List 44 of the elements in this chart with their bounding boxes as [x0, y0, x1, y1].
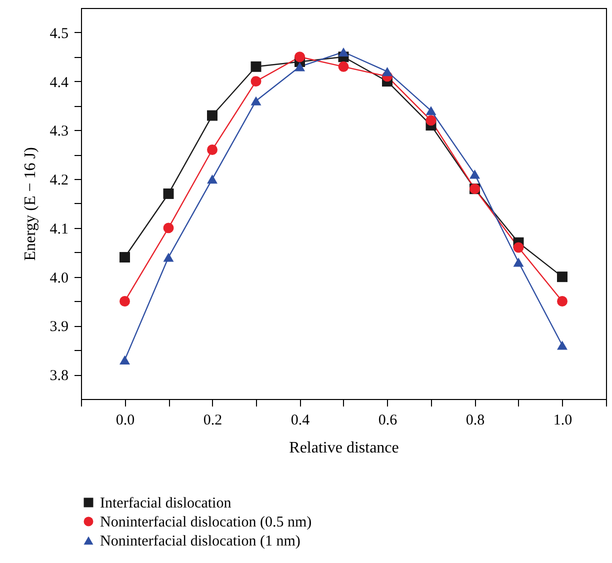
- point: [338, 47, 349, 57]
- y-tick-label: 4.3: [50, 124, 68, 140]
- x-tick-label: 0.2: [203, 412, 222, 428]
- point: [163, 188, 174, 199]
- point: [207, 110, 218, 121]
- point: [294, 62, 305, 72]
- legend-label: Interfacial dislocation: [100, 496, 232, 512]
- y-axis-title: Energy (E − 16 J): [22, 147, 39, 261]
- x-tick-label: 0.8: [466, 412, 485, 428]
- point: [250, 61, 262, 72]
- point: [250, 96, 262, 106]
- point: [120, 252, 130, 263]
- point: [513, 258, 524, 267]
- point: [557, 272, 568, 282]
- legend-label: Noninterfacial dislocation (1 nm): [100, 534, 300, 550]
- point: [207, 174, 218, 184]
- y-tick-label: 3.8: [50, 368, 68, 384]
- x-tick-label: 0.0: [116, 412, 135, 428]
- point: [250, 76, 262, 87]
- point: [513, 242, 524, 253]
- y-tick-label: 3.9: [50, 319, 68, 336]
- point: [207, 144, 218, 155]
- point: [426, 106, 436, 116]
- point: [338, 61, 349, 72]
- point: [163, 222, 174, 234]
- point: [120, 296, 130, 306]
- y-tick-label: 4.2: [50, 172, 68, 189]
- y-tick-label: 4.4: [50, 74, 69, 91]
- y-tick-label: 4.0: [50, 270, 68, 286]
- legend-label: Noninterfacial dislocation (0.5 nm): [100, 514, 312, 530]
- x-tick-label: 1.0: [553, 412, 572, 428]
- x-tick-label: 0.6: [378, 412, 398, 428]
- point: [470, 170, 480, 179]
- y-tick-label: 4.1: [50, 221, 68, 238]
- point: [120, 355, 130, 364]
- x-axis-title: Relative distance: [289, 440, 399, 456]
- point: [163, 252, 174, 262]
- point: [557, 296, 568, 306]
- point: [294, 52, 305, 62]
- y-tick-label: 4.5: [50, 26, 68, 42]
- x-tick-label: 0.4: [290, 412, 310, 428]
- point: [426, 115, 436, 126]
- point: [557, 340, 568, 350]
- point: [382, 66, 392, 76]
